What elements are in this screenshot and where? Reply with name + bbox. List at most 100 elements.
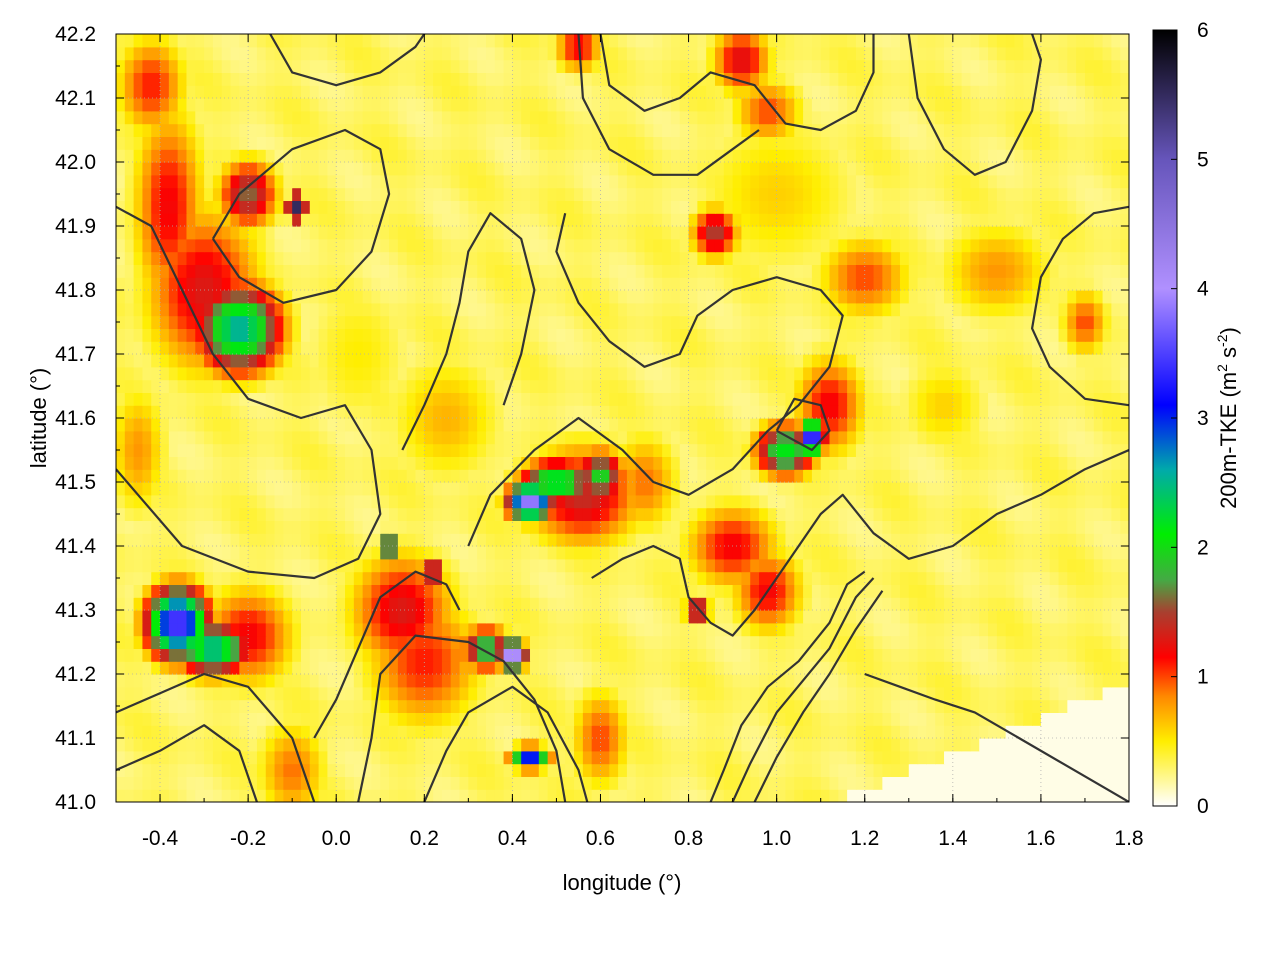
heat-cell <box>635 520 646 534</box>
heat-cell <box>600 546 610 560</box>
heat-cell <box>908 315 919 329</box>
heat-cell <box>1084 558 1095 573</box>
heat-cell <box>820 546 831 560</box>
heat-cell <box>785 469 795 483</box>
heat-cell <box>908 430 919 445</box>
heat-cell <box>952 533 963 547</box>
heat-cell <box>644 456 654 470</box>
heat-cell <box>908 750 919 765</box>
heat-cell <box>609 597 619 611</box>
heat-cell <box>917 776 927 790</box>
heat-cell <box>935 622 945 637</box>
heat-cell <box>212 789 223 802</box>
heat-cell <box>362 584 373 598</box>
heat-cell <box>935 328 945 342</box>
heat-cell <box>1084 571 1095 585</box>
heat-cell <box>389 302 399 317</box>
heat-cell <box>873 482 883 496</box>
heat-cell <box>336 622 346 637</box>
heat-cell <box>547 622 558 637</box>
heat-cell <box>635 699 646 713</box>
heat-cell <box>503 610 513 624</box>
heat-cell <box>124 686 135 701</box>
heat-cell <box>441 328 452 342</box>
heat-cell <box>582 686 593 701</box>
heat-cell <box>521 584 531 598</box>
heat-cell <box>1005 571 1016 585</box>
heat-cell <box>1111 674 1121 688</box>
heat-cell <box>521 725 531 739</box>
heat-cell <box>1040 494 1051 509</box>
heat-cell <box>353 430 364 445</box>
heat-cell <box>1076 533 1086 547</box>
heat-cell <box>538 264 549 278</box>
heat-cell <box>1084 725 1095 739</box>
heat-cell <box>389 533 399 547</box>
heat-cell <box>204 302 214 317</box>
heat-cell <box>186 379 196 393</box>
heat-cell <box>133 315 144 329</box>
heat-cell <box>1014 315 1024 329</box>
heat-cell <box>441 277 452 291</box>
heat-cell <box>591 443 602 457</box>
heat-cell <box>679 789 690 802</box>
heat-cell <box>944 725 954 739</box>
heat-cell <box>1102 571 1112 585</box>
heat-cell <box>847 648 857 662</box>
heat-cell <box>274 405 284 419</box>
heat-cell <box>935 584 945 598</box>
heat-cell <box>1058 558 1068 573</box>
heat-cell <box>609 610 619 624</box>
heat-cell <box>177 482 188 496</box>
heat-cell <box>873 686 883 701</box>
heat-cell <box>300 648 311 662</box>
heat-cell <box>1040 776 1051 790</box>
heat-cell <box>1076 686 1086 701</box>
heat-cell <box>124 302 135 317</box>
heat-cell <box>1032 686 1042 701</box>
heat-cell <box>1049 712 1060 726</box>
heat-cell <box>961 494 972 509</box>
heat-cell <box>706 290 716 304</box>
heat-cell <box>160 533 170 547</box>
heat-cell <box>917 354 927 368</box>
heat-cell <box>1005 315 1016 329</box>
heat-cell <box>565 763 575 777</box>
heat-cell <box>732 610 743 624</box>
heat-cell <box>838 610 848 624</box>
heat-cell <box>424 366 434 381</box>
heat-cell <box>1067 290 1077 304</box>
heat-cell <box>1067 558 1077 573</box>
heat-cell <box>908 507 919 521</box>
heat-cell <box>1067 610 1077 624</box>
heat-cell <box>239 238 249 253</box>
heat-cell <box>345 482 355 496</box>
heat-cell <box>406 584 417 598</box>
heat-cell <box>503 494 513 509</box>
heat-cell <box>996 712 1007 726</box>
heat-cell <box>1040 750 1051 765</box>
heat-cell <box>318 302 329 317</box>
heat-cell <box>485 302 496 317</box>
heat-cell <box>521 482 531 496</box>
heat-cell <box>415 302 425 317</box>
heat-cell <box>345 750 355 765</box>
heat-cell <box>635 584 646 598</box>
heat-cell <box>626 661 637 675</box>
heat-cell <box>212 610 223 624</box>
heat-cell <box>300 277 311 291</box>
heat-cell <box>1120 686 1129 701</box>
heat-cell <box>521 763 531 777</box>
heat-cell <box>1058 354 1068 368</box>
heat-cell <box>477 238 487 253</box>
heat-cell <box>248 750 258 765</box>
heat-cell <box>300 328 311 342</box>
heat-cell <box>204 648 214 662</box>
heat-cell <box>644 392 654 406</box>
heat-cell <box>996 610 1007 624</box>
heat-cell <box>864 328 875 342</box>
heat-cell <box>283 443 293 457</box>
heat-cell <box>1076 418 1086 432</box>
heat-cell <box>662 763 672 777</box>
heat-cell <box>776 456 787 470</box>
